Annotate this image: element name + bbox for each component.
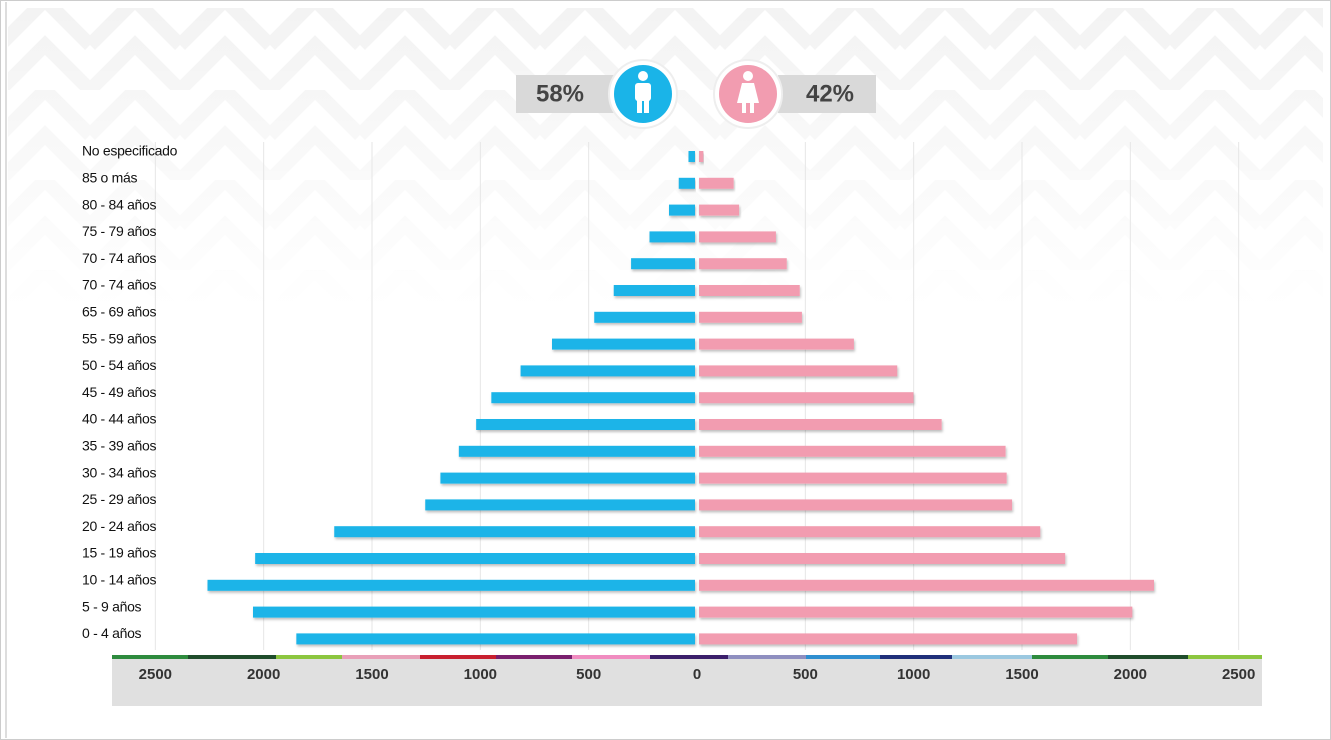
bar <box>699 258 787 270</box>
bar <box>458 445 695 457</box>
bar <box>699 419 942 430</box>
bar <box>699 499 1013 511</box>
x-tick-label: 1500 <box>1005 666 1038 683</box>
category-label: 10 - 14 años <box>82 572 157 588</box>
bar <box>425 499 695 511</box>
category-label: 25 - 29 años <box>82 491 157 507</box>
x-tick-label: 2500 <box>1222 666 1255 683</box>
background-fade <box>8 8 1323 308</box>
category-label: No especificado <box>82 143 178 159</box>
male-share: 58% <box>536 80 584 107</box>
bar <box>699 151 704 162</box>
category-label: 70 - 74 años <box>82 277 157 293</box>
x-tick-label: 500 <box>576 666 601 683</box>
bar <box>613 285 695 296</box>
bar <box>440 472 695 484</box>
bar <box>699 311 802 323</box>
bar <box>699 526 1041 538</box>
category-label: 15 - 19 años <box>82 545 157 561</box>
x-tick-label: 1500 <box>355 666 388 683</box>
bar <box>476 419 695 430</box>
x-tick-label: 1000 <box>464 666 497 683</box>
female-badge: 42% <box>713 59 876 129</box>
category-label: 20 - 24 años <box>82 518 157 534</box>
category-label: 75 - 79 años <box>82 223 157 239</box>
bar <box>296 633 695 645</box>
category-label: 5 - 9 años <box>82 598 142 614</box>
bar <box>699 553 1066 564</box>
category-label: 0 - 4 años <box>82 625 142 641</box>
bar <box>699 579 1154 591</box>
category-label: 80 - 84 años <box>82 196 157 212</box>
bar <box>678 177 695 189</box>
bar <box>669 204 695 216</box>
category-label: 85 o más <box>82 170 137 186</box>
bar <box>699 445 1006 457</box>
axis-band <box>112 658 1262 706</box>
bar <box>699 392 914 404</box>
bar <box>334 526 695 538</box>
bar <box>649 231 695 243</box>
x-tick-label: 1000 <box>897 666 930 683</box>
x-tick-label: 500 <box>793 666 818 683</box>
male-badge: 58% <box>516 59 678 129</box>
bar <box>699 338 854 350</box>
bar <box>253 606 695 618</box>
bar <box>594 311 695 323</box>
category-label: 45 - 49 años <box>82 384 157 400</box>
color-strip <box>112 655 1262 659</box>
x-tick-label: 2000 <box>1114 666 1147 683</box>
x-tick-label: 2500 <box>139 666 172 683</box>
category-label: 35 - 39 años <box>82 438 157 454</box>
category-label: 40 - 44 años <box>82 411 157 427</box>
bar <box>699 285 800 296</box>
category-label: 30 - 34 años <box>82 464 157 480</box>
bar <box>699 633 1078 645</box>
category-label: 50 - 54 años <box>82 357 157 373</box>
bar <box>255 553 695 564</box>
bar <box>699 606 1133 618</box>
bar <box>699 231 776 243</box>
x-tick-label: 2000 <box>247 666 280 683</box>
category-label: 65 - 69 años <box>82 304 157 320</box>
x-tick-label: 0 <box>693 666 701 683</box>
category-label: 55 - 59 años <box>82 330 157 346</box>
bar <box>699 472 1007 484</box>
category-label: 70 - 74 años <box>82 250 157 266</box>
female-share: 42% <box>806 80 854 107</box>
bar <box>491 392 695 404</box>
bar <box>688 151 695 162</box>
bar <box>207 579 695 591</box>
bar <box>699 204 740 216</box>
bar <box>631 258 695 270</box>
bar <box>699 177 734 189</box>
bar <box>552 338 695 350</box>
bar <box>520 365 695 377</box>
bar <box>699 365 898 377</box>
